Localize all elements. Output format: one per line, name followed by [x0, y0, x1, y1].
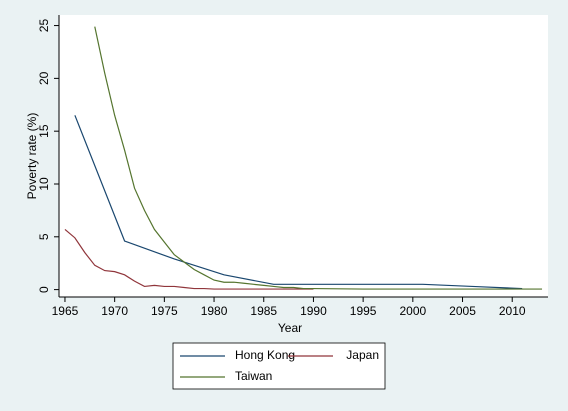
x-tick-label: 1970 — [101, 304, 128, 318]
y-tick-label: 15 — [37, 124, 51, 138]
x-tick-label: 1965 — [52, 304, 79, 318]
legend-label: Taiwan — [235, 369, 272, 383]
x-tick-label: 1975 — [151, 304, 178, 318]
x-tick-label: 1995 — [350, 304, 377, 318]
x-tick-label: 2005 — [449, 304, 476, 318]
line — [94, 26, 543, 290]
y-tick-label: 10 — [37, 177, 51, 191]
line — [64, 228, 314, 290]
y-tick-label: 5 — [37, 233, 51, 240]
plot-area — [59, 15, 548, 297]
x-tick-label: 1980 — [201, 304, 228, 318]
y-axis-title: Poverty rate (%) — [25, 113, 39, 200]
x-tick-label: 2010 — [499, 304, 526, 318]
line — [74, 115, 523, 290]
legend — [172, 342, 386, 390]
y-tick-label: 20 — [37, 71, 51, 85]
x-axis-title: Year — [278, 321, 302, 335]
x-tick-label: 1985 — [250, 304, 277, 318]
x-tick-label: 2000 — [399, 304, 426, 318]
y-tick-label: 0 — [37, 286, 51, 293]
legend-label: Hong Kong — [235, 348, 295, 362]
y-tick-label: 25 — [37, 19, 51, 33]
x-tick-label: 1990 — [300, 304, 327, 318]
legend-label: Japan — [346, 348, 379, 362]
